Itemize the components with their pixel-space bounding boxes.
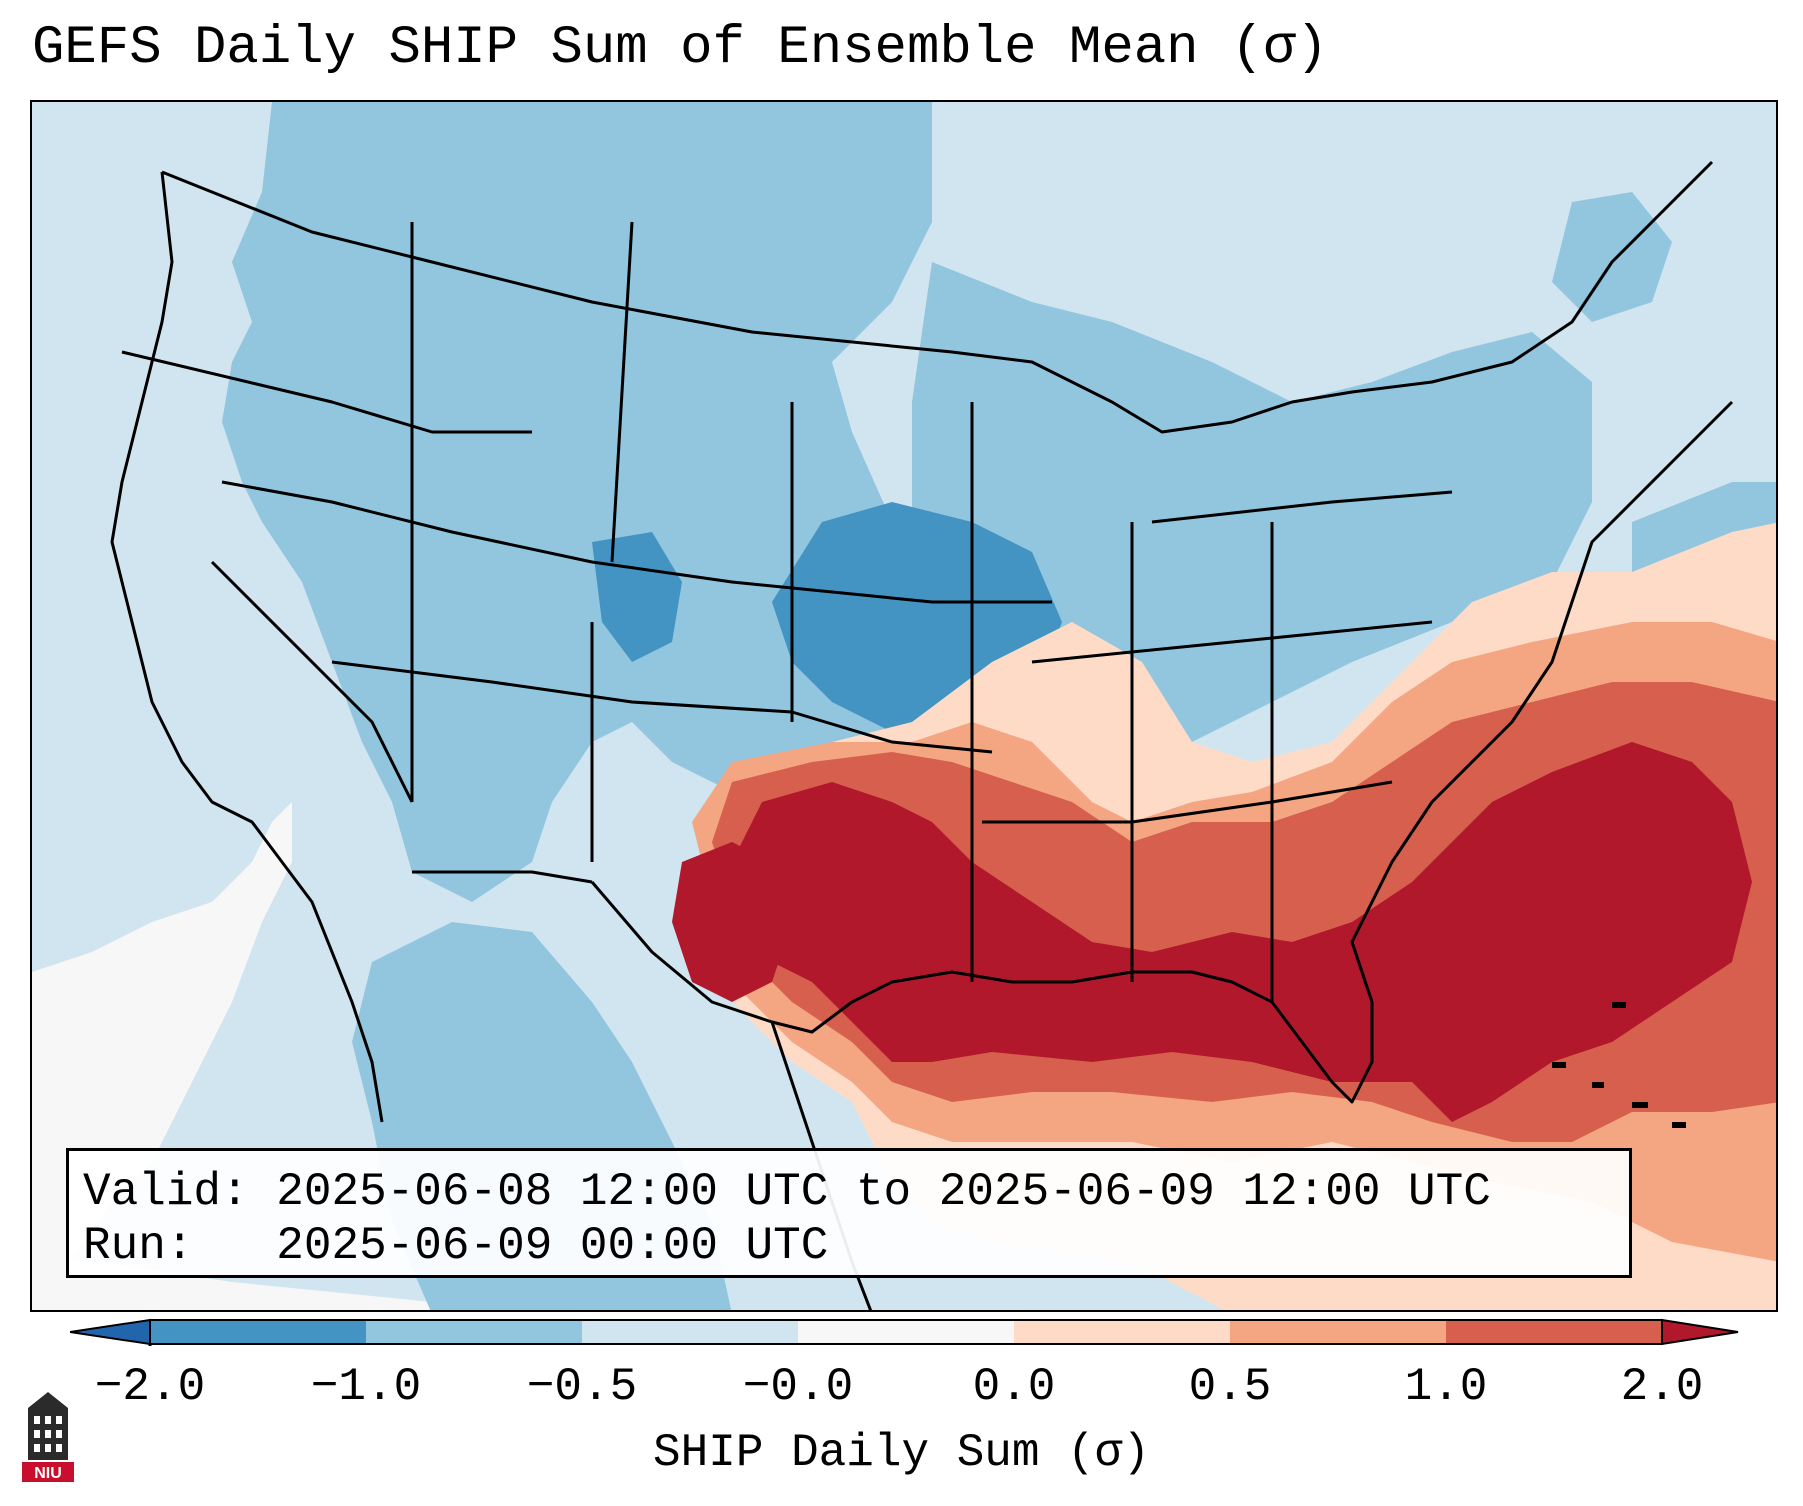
- state-line-1: [121, 350, 532, 434]
- colorbar-segment-7: [1446, 1320, 1662, 1344]
- west-coast: [110, 171, 384, 1123]
- field-blue-northwest: [222, 102, 952, 902]
- colorbar-tick-label: 0.5: [1188, 1361, 1272, 1413]
- state-line-2: [221, 480, 1052, 604]
- validity-info-box: Valid: 2025-06-08 12:00 UTC to 2025-06-0…: [66, 1148, 1632, 1278]
- valid-label: Valid:: [83, 1166, 249, 1218]
- colorbar: [70, 1318, 1739, 1346]
- state-borders: [110, 160, 1734, 1310]
- colorbar-segment-2: [366, 1320, 582, 1344]
- run-value: 2025-06-09 00:00 UTC: [276, 1220, 829, 1272]
- valid-value: 2025-06-08 12:00 UTC to 2025-06-09 12:00…: [276, 1166, 1491, 1218]
- state-line-10: [982, 780, 1393, 824]
- us-canada-border: [161, 160, 1714, 434]
- university-tower-icon: NIU: [22, 1392, 74, 1482]
- field-dark-red-core: [732, 742, 1752, 1122]
- colorbar-tick-label: −0.5: [526, 1361, 638, 1413]
- islands: [1552, 1002, 1686, 1128]
- colorbar-tick-label: −0.0: [742, 1361, 854, 1413]
- colorbar-tick-label: 0.0: [972, 1361, 1056, 1413]
- colorbar-under-arrow: [70, 1318, 151, 1346]
- colorbar-segment-5: [1014, 1320, 1230, 1344]
- plot-title: GEFS Daily SHIP Sum of Ensemble Mean (σ): [32, 18, 1329, 79]
- colorbar-tick-label: −2.0: [94, 1361, 206, 1413]
- colorbar-over-arrow: [1661, 1318, 1739, 1346]
- field-blue-canada-ne: [1552, 192, 1672, 322]
- logo-text: NIU: [34, 1465, 62, 1482]
- field-dark-red-texas: [672, 842, 792, 1002]
- gulf-coast: [590, 400, 1734, 1104]
- colorbar-segment-6: [1230, 1320, 1446, 1344]
- map-svg: [32, 102, 1776, 1310]
- state-line-15: [610, 221, 634, 563]
- colorbar-tick-label: −1.0: [310, 1361, 422, 1413]
- colorbar-label: SHIP Daily Sum (σ): [653, 1427, 1150, 1479]
- state-line-3: [331, 660, 993, 754]
- map-panel[interactable]: [30, 100, 1778, 1312]
- colorbar-segment-3: [582, 1320, 798, 1344]
- state-line-4: [412, 870, 593, 884]
- state-line-14: [210, 560, 414, 803]
- field-near-zero-lower-left: [32, 1252, 566, 1310]
- colorbar-segment-4: [798, 1320, 1014, 1344]
- colorbar-tick-label: 2.0: [1620, 1361, 1704, 1413]
- colorbar-tick-label: 1.0: [1404, 1361, 1488, 1413]
- state-line-12: [1151, 490, 1453, 524]
- state-line-11: [1031, 620, 1433, 664]
- colorbar-segment-1: [150, 1320, 366, 1344]
- run-label: Run:: [83, 1220, 194, 1272]
